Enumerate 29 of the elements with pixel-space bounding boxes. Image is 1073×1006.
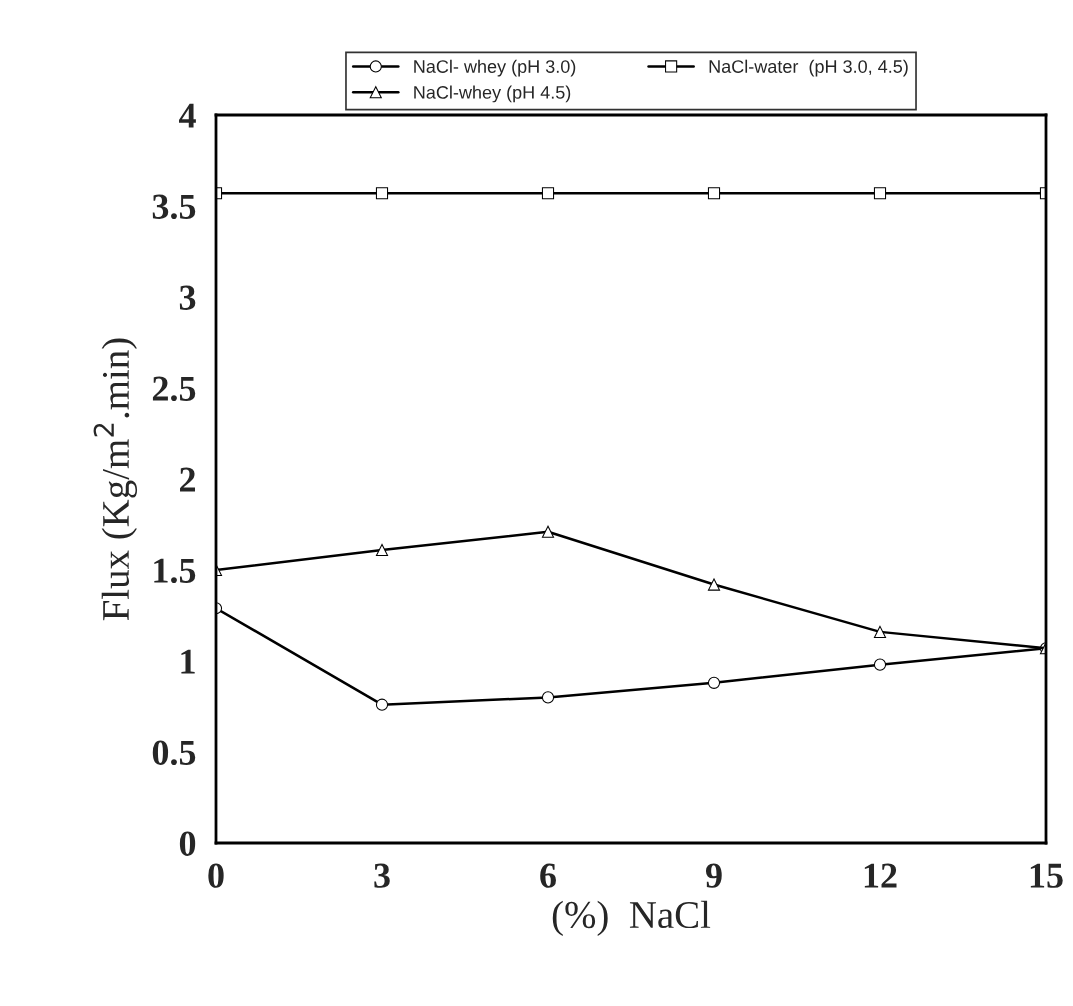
point — [541, 691, 555, 704]
legend-label: NaCl- whey (pH 3.0) — [414, 59, 576, 77]
x-tick-label: 3 — [374, 863, 390, 888]
y-tick-label: 4 — [179, 103, 196, 128]
x-tick-label: 6 — [540, 863, 556, 888]
point — [541, 187, 555, 200]
point — [873, 625, 887, 638]
point — [707, 676, 721, 689]
point — [541, 525, 555, 538]
point — [707, 578, 721, 591]
y-tick-label: 0.5 — [152, 740, 196, 766]
x-axis-title: (%) NaCl — [552, 900, 711, 937]
y-tick-label: 3.5 — [152, 194, 196, 220]
y-axis-title: Flux (Kg/m$^{2}$.min) — [93, 338, 138, 621]
x-tick-label: 9 — [705, 863, 722, 888]
y-tick-label: 2 — [180, 467, 195, 492]
y-tick-label: 2.5 — [152, 376, 196, 402]
point — [873, 658, 887, 671]
legend-label: NaCl-whey (pH 4.5) — [414, 85, 571, 103]
legend-label: NaCl-water (pH 3.0, 4.5) — [709, 59, 908, 77]
point — [873, 187, 887, 200]
x-tick-label: 12 — [864, 863, 897, 888]
point — [707, 187, 721, 200]
y-tick-label: 1 — [181, 649, 195, 674]
y-tick-label: 3 — [179, 285, 196, 310]
y-tick-label: 1.5 — [154, 558, 196, 584]
x-tick-label: 0 — [208, 863, 224, 888]
x-tick-label: 15 — [1030, 863, 1063, 888]
y-tick-label: 0 — [179, 831, 196, 856]
